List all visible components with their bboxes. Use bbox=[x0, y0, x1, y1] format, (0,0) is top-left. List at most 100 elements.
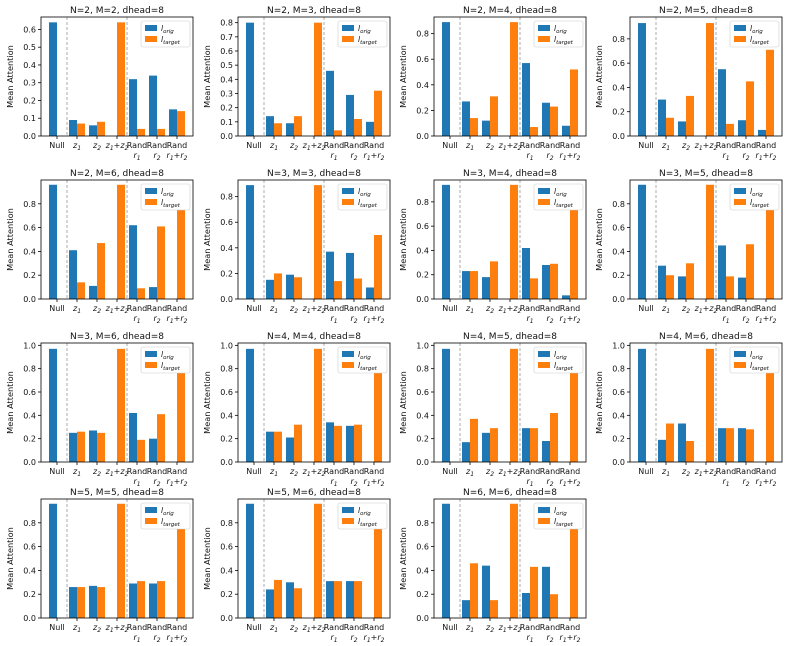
x-tick-label: Null bbox=[442, 304, 458, 313]
x-tick-label-line2: r2 bbox=[350, 633, 357, 644]
x-tick-label: z2 bbox=[681, 141, 690, 152]
bar-orig bbox=[69, 120, 77, 136]
x-tick-label: z2 bbox=[681, 304, 690, 315]
y-axis-label: Mean Attention bbox=[5, 371, 15, 434]
x-tick-label: z1+z2 bbox=[498, 304, 522, 315]
legend-label: ltarget bbox=[750, 361, 770, 372]
y-tick-label: 0.6 bbox=[416, 55, 429, 64]
x-tick-label: Null bbox=[442, 623, 458, 632]
x-tick-label-line2: r1+r2 bbox=[756, 314, 777, 325]
x-tick-label: Rand bbox=[716, 141, 736, 150]
bar-orig bbox=[462, 101, 470, 136]
bar-orig bbox=[286, 123, 294, 136]
x-tick-label: Null bbox=[49, 467, 65, 476]
subplot-7: N=3, M=4, dhead=8 Mean Attention 0.0 0.2 0.4… bbox=[398, 169, 587, 325]
legend-swatch bbox=[145, 25, 157, 31]
bar-target bbox=[294, 424, 302, 462]
bar-target bbox=[177, 362, 185, 462]
bar-target bbox=[470, 118, 478, 136]
bar-target bbox=[77, 431, 85, 462]
subplot-title: N=2, M=6, dhead=8 bbox=[70, 169, 164, 179]
x-tick-label: Rand bbox=[736, 304, 756, 313]
x-tick-label: Rand bbox=[127, 623, 147, 632]
bar-orig bbox=[522, 63, 530, 137]
bar-orig bbox=[129, 225, 137, 299]
subplot-title: N=3, M=4, dhead=8 bbox=[463, 169, 557, 179]
subplot-5: N=2, M=6, dhead=8 Mean Attention 0.0 0.2 0.4… bbox=[5, 169, 194, 325]
x-tick-label-line2: r1 bbox=[133, 633, 140, 644]
bar-orig bbox=[149, 75, 157, 136]
subplot-14: N=5, M=6, dhead=8 Mean Attention 0.0 0.2 0.4… bbox=[202, 488, 391, 644]
bar-orig bbox=[286, 274, 294, 299]
y-tick-label: 0.2 bbox=[23, 96, 36, 105]
bar-orig bbox=[246, 185, 254, 299]
legend-label: ltarget bbox=[161, 35, 181, 46]
bar-target bbox=[766, 362, 774, 462]
x-tick-label: z2 bbox=[485, 623, 494, 634]
bar-target bbox=[766, 49, 774, 136]
legend-swatch bbox=[145, 36, 157, 42]
bar-target bbox=[550, 413, 558, 462]
legend-swatch bbox=[734, 36, 746, 42]
legend-swatch bbox=[145, 362, 157, 368]
x-tick-label: Rand bbox=[540, 467, 560, 476]
bar-target bbox=[354, 278, 362, 299]
x-tick-label: Rand bbox=[560, 304, 580, 313]
y-tick-label: 1.0 bbox=[416, 341, 429, 350]
x-tick-label: z2 bbox=[485, 467, 494, 478]
bar-target bbox=[470, 418, 478, 462]
legend-label: ltarget bbox=[358, 361, 378, 372]
y-tick-label: 0.8 bbox=[220, 193, 233, 202]
x-tick-label: Rand bbox=[520, 623, 540, 632]
subplot-title: N=2, M=2, dhead=8 bbox=[70, 6, 164, 16]
y-tick-label: 0.6 bbox=[612, 388, 625, 397]
bar-orig bbox=[89, 585, 97, 618]
legend-swatch bbox=[538, 518, 550, 524]
y-axis-label: Mean Attention bbox=[398, 208, 408, 271]
bar-target bbox=[510, 184, 518, 299]
x-tick-label: z2 bbox=[485, 304, 494, 315]
bar-orig bbox=[718, 69, 726, 136]
x-tick-label-line2: r2 bbox=[546, 477, 553, 488]
subplot-title: N=3, M=3, dhead=8 bbox=[267, 169, 361, 179]
y-tick-label: 0.6 bbox=[416, 222, 429, 231]
y-tick-label: 0.6 bbox=[416, 388, 429, 397]
y-tick-label: 0.6 bbox=[23, 388, 36, 397]
bar-orig bbox=[246, 348, 254, 462]
bar-orig bbox=[542, 265, 550, 299]
legend-swatch bbox=[145, 188, 157, 194]
bar-target bbox=[177, 197, 185, 299]
subplot-title: N=6, M=6, dhead=8 bbox=[463, 488, 557, 498]
y-tick-label: 0.7 bbox=[220, 33, 233, 42]
x-tick-label-line2: r1 bbox=[133, 314, 140, 325]
bar-orig bbox=[89, 125, 97, 136]
x-tick-label: z1 bbox=[661, 467, 670, 478]
y-tick-label: 0.4 bbox=[220, 411, 233, 420]
y-tick-label: 1.0 bbox=[220, 341, 233, 350]
bar-orig bbox=[49, 184, 57, 299]
x-tick-label-line2: r1 bbox=[722, 477, 729, 488]
bar-target bbox=[314, 22, 322, 137]
x-tick-label: z1 bbox=[72, 467, 81, 478]
bar-orig bbox=[738, 428, 746, 462]
legend-swatch bbox=[734, 199, 746, 205]
bar-orig bbox=[542, 102, 550, 136]
bar-target bbox=[726, 428, 734, 462]
x-tick-label: Rand bbox=[364, 467, 384, 476]
x-tick-label: Rand bbox=[364, 623, 384, 632]
legend-label: lorig bbox=[358, 350, 371, 361]
x-tick-label-line2: r1+r2 bbox=[364, 151, 385, 162]
y-tick-label: 0.2 bbox=[416, 271, 429, 280]
bar-target bbox=[686, 441, 694, 462]
x-tick-label: z1 bbox=[269, 623, 278, 634]
legend-swatch bbox=[145, 199, 157, 205]
x-tick-label-line2: r2 bbox=[742, 151, 749, 162]
bar-target bbox=[746, 429, 754, 462]
bar-target bbox=[274, 123, 282, 136]
x-tick-label: z1+z2 bbox=[694, 141, 718, 152]
y-tick-label: 0.5 bbox=[220, 61, 233, 70]
legend-label: lorig bbox=[161, 350, 174, 361]
y-axis-label: Mean Attention bbox=[5, 208, 15, 271]
x-tick-label: Rand bbox=[147, 304, 167, 313]
y-tick-label: 0.4 bbox=[612, 83, 625, 92]
